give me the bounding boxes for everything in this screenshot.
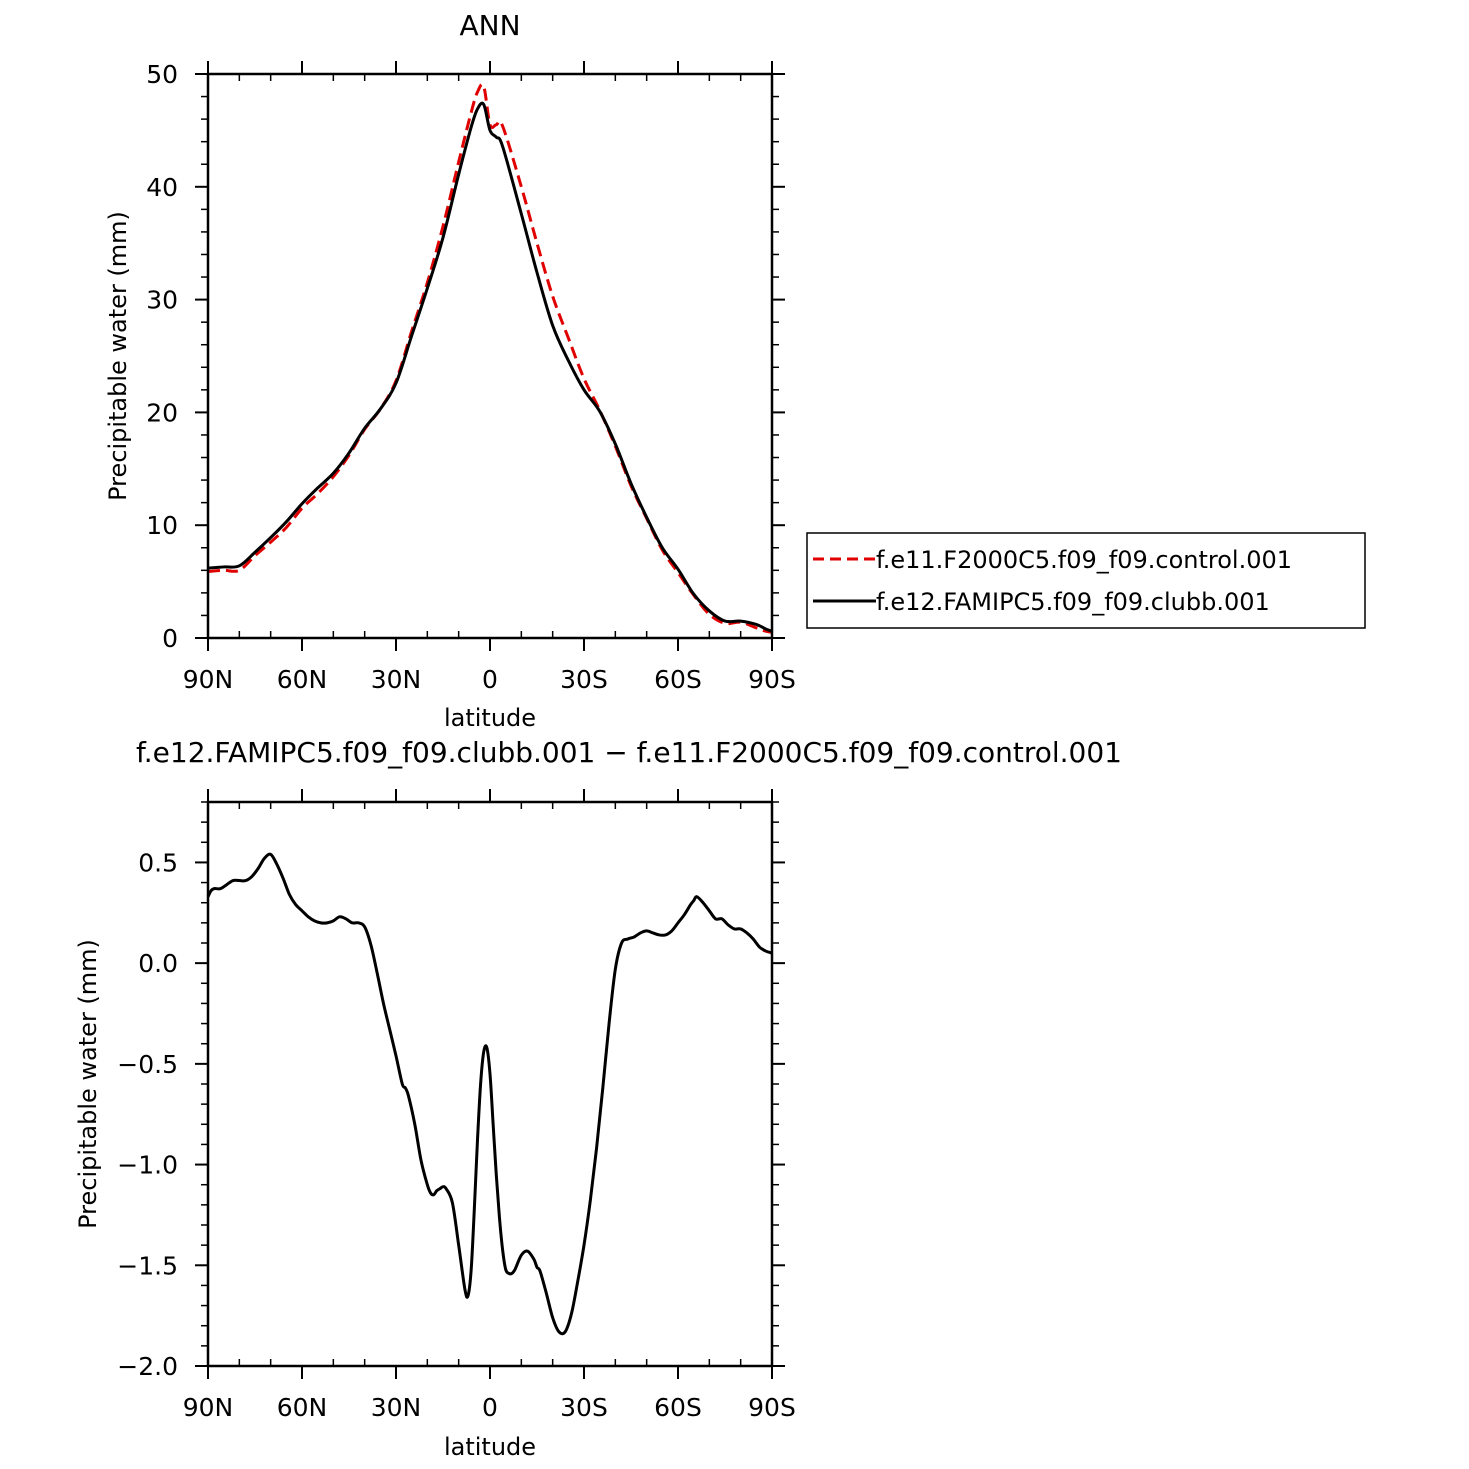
bottom-y-tick-label: −2.0 [117,1352,178,1381]
bottom-plot-frame [206,800,774,1368]
top-x-tick-label: 90N [183,665,234,694]
top-plot-frame [206,72,774,640]
bottom-x-tick-label: 60S [654,1393,702,1422]
top-y-tick-label: 30 [146,286,178,315]
legend-label-clubb: f.e12.FAMIPC5.f09_f09.clubb.001 [876,588,1270,616]
bottom-y-tick-label: −0.5 [117,1050,178,1079]
top-series-line-1 [207,101,773,633]
top-y-axis-label: Precipitable water (mm) [104,211,132,501]
top-x-axis-label: latitude [444,704,536,732]
bottom-x-tick-labels: 90N 60N 30N 0 30S 60S 90S [183,1393,796,1422]
bottom-series-group [206,852,773,1336]
legend: f.e11.F2000C5.f09_f09.control.001 f.e12.… [806,532,1366,629]
top-x-tick-label: 60N [277,665,328,694]
top-y-tick-label: 20 [146,398,178,427]
bottom-chart-title: f.e12.FAMIPC5.f09_f09.clubb.001 − f.e11.… [136,736,1122,769]
bottom-x-tick-label: 30S [560,1393,608,1422]
top-x-tick-label: 30S [560,665,608,694]
top-x-tick-label: 60S [654,665,702,694]
top-x-tick-label: 90S [748,665,796,694]
top-x-tick-labels: 90N 60N 30N 0 30S 60S 90S [183,665,796,694]
bottom-x-tick-label: 0 [482,1393,498,1422]
bottom-x-tick-label: 90S [748,1393,796,1422]
bottom-y-tick-label: −1.0 [117,1151,178,1180]
top-minor-ticks [201,74,779,638]
bottom-x-axis-label: latitude [444,1433,536,1461]
bottom-y-axis-label: Precipitable water (mm) [74,939,102,1229]
bottom-y-tick-label: 0.5 [138,848,178,877]
bottom-series-line-0 [206,852,773,1336]
bottom-major-ticks [195,789,785,1379]
top-series-group [207,82,773,634]
bottom-y-tick-label: 0.0 [138,949,178,978]
top-y-tick-label: 50 [146,60,178,89]
top-y-tick-labels: 0 10 20 30 40 50 [146,60,178,653]
top-x-tick-label: 0 [482,665,498,694]
legend-label-control: f.e11.F2000C5.f09_f09.control.001 [876,546,1292,574]
bottom-y-tick-label: −1.5 [117,1251,178,1280]
top-panel: ANN 90N 60N 30N 0 30S 60S 90S 0 10 20 30 40 50 lati… [104,9,1366,732]
bottom-panel: f.e12.FAMIPC5.f09_f09.clubb.001 − f.e11.… [74,736,1122,1461]
top-y-tick-label: 10 [146,511,178,540]
top-y-tick-label: 40 [146,173,178,202]
bottom-x-tick-label: 90N [183,1393,234,1422]
bottom-x-tick-label: 60N [277,1393,328,1422]
top-series-line-0 [207,82,773,634]
top-y-tick-label: 0 [162,624,178,653]
top-chart-title: ANN [459,9,520,42]
top-major-ticks [195,61,785,651]
top-x-tick-label: 30N [371,665,422,694]
bottom-y-tick-labels: −2.0 −1.5 −1.0 −0.5 0.0 0.5 [117,848,178,1381]
legend-box [806,532,1366,629]
bottom-x-tick-label: 30N [371,1393,422,1422]
